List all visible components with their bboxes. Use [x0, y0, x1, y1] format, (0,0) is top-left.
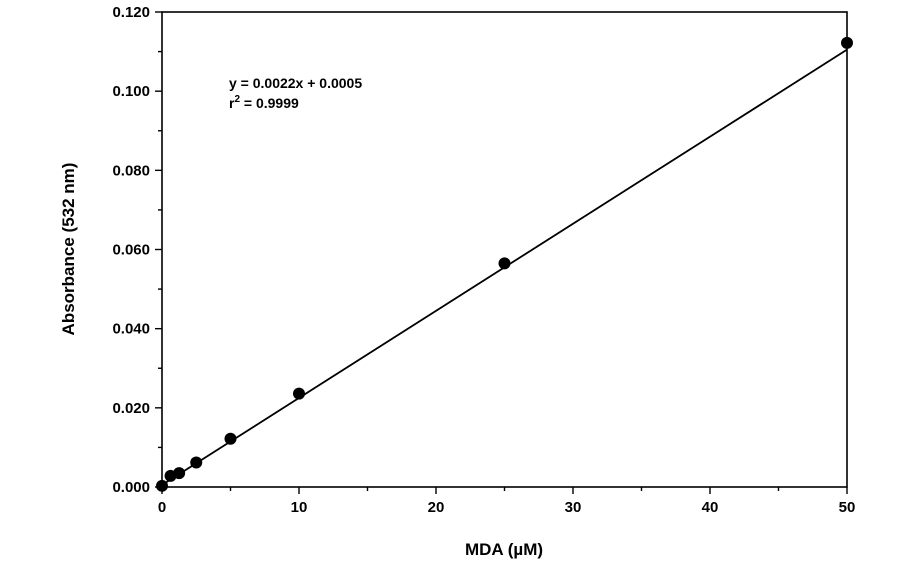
r-squared-value: = 0.9999 [240, 95, 299, 111]
y-tick-label: 0.080 [112, 162, 150, 179]
r-squared-prefix: r [229, 95, 235, 111]
data-point [156, 479, 168, 492]
x-tick-label: 10 [291, 499, 308, 516]
y-tick-label: 0.000 [112, 479, 150, 496]
y-tick-label: 0.020 [112, 400, 150, 417]
x-tick-label: 20 [428, 499, 445, 516]
x-tick-label: 30 [565, 499, 582, 516]
data-point [173, 467, 186, 480]
data-point [224, 432, 237, 445]
data-point [498, 257, 511, 270]
equation-annotation: y = 0.0022x + 0.0005 [229, 75, 362, 91]
x-tick-label: 0 [158, 499, 166, 516]
y-tick-label: 0.040 [112, 321, 150, 338]
data-points [156, 36, 853, 492]
x-axis-ticks: 0 10 20 30 40 50 [158, 487, 856, 516]
x-axis-title: MDA (µM) [465, 540, 543, 559]
y-tick-label: 0.100 [112, 83, 150, 100]
data-point [293, 387, 305, 400]
x-tick-label: 40 [702, 499, 719, 516]
y-tick-label: 0.120 [112, 4, 150, 21]
y-tick-label: 0.060 [112, 242, 150, 259]
data-point [841, 36, 853, 49]
data-point [190, 456, 203, 469]
x-tick-label: 50 [839, 499, 856, 516]
y-axis-ticks: 0.000 0.020 0.040 0.060 0.080 0.100 0.120 [112, 4, 162, 496]
r-squared-superscript: 2 [234, 94, 240, 105]
y-axis-title: Absorbance (532 nm) [59, 163, 78, 336]
r-squared-annotation: r2 = 0.9999 [229, 94, 299, 111]
